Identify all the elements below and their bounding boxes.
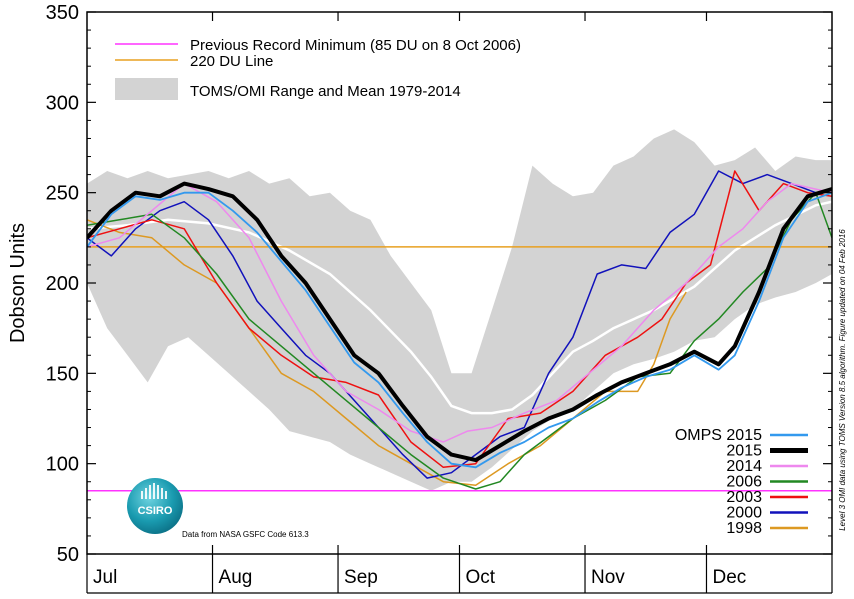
x-tick-label: Nov [591, 567, 625, 588]
y-tick-label: 50 [57, 544, 79, 566]
csiro-logo-text: CSIRO [138, 505, 173, 517]
side-note: Level 3 OMI data using TOMS Version 8.5 … [838, 229, 847, 531]
csiro-logo-dots [141, 483, 167, 499]
y-axis-label: Dobson Units [7, 223, 29, 343]
series-line-2000 [87, 170, 832, 479]
legend-range-swatch [115, 78, 178, 100]
data-source-note: Data from NASA GSFC Code 613.3 [182, 530, 309, 539]
y-tick-label: 350 [46, 2, 79, 24]
y-tick-label: 250 [46, 183, 79, 205]
series-line-omps-2015 [87, 191, 832, 469]
series-line-2003 [87, 170, 832, 469]
x-tick-label: Jul [93, 567, 117, 588]
x-axis: Jul Aug Sep Oct Nov Dec [86, 12, 833, 594]
series-line-2006 [87, 191, 832, 490]
plot-area [87, 129, 832, 492]
legend-entry-label: 2015 [726, 443, 762, 460]
y-tick-label: 150 [46, 363, 79, 385]
legend-entry-label: 1998 [726, 520, 762, 537]
legend-entry-label: 2000 [726, 505, 762, 522]
legend-entry-label: 2003 [726, 489, 762, 506]
legend-entry-label: 2014 [726, 458, 762, 475]
series-line-1998 [87, 219, 687, 487]
y-axis: 50 100 150 200 250 300 350 [46, 2, 832, 566]
y-tick-label: 300 [46, 92, 79, 114]
series-line-2014 [87, 182, 832, 443]
x-tick-label: Aug [219, 567, 253, 588]
y-tick-label: 100 [46, 454, 79, 476]
x-tick-label: Oct [466, 567, 496, 588]
legend-range-label: TOMS/OMI Range and Mean 1979-2014 [190, 83, 461, 100]
mean-line [87, 200, 832, 415]
x-tick-label: Sep [344, 567, 378, 588]
legend-entry-label: OMPS 2015 [675, 427, 762, 444]
legend-220-label: 220 DU Line [190, 53, 273, 70]
csiro-logo: CSIRO [127, 478, 183, 534]
legend-record-label: Previous Record Minimum (85 DU on 8 Oct … [190, 37, 521, 54]
legend-top: Previous Record Minimum (85 DU on 8 Oct … [115, 37, 521, 100]
legend-entry-label: 2006 [726, 474, 762, 491]
range-band [87, 129, 832, 491]
y-tick-label: 200 [46, 273, 79, 295]
x-tick-label: Dec [712, 567, 746, 588]
series-line-2015 [87, 181, 832, 463]
